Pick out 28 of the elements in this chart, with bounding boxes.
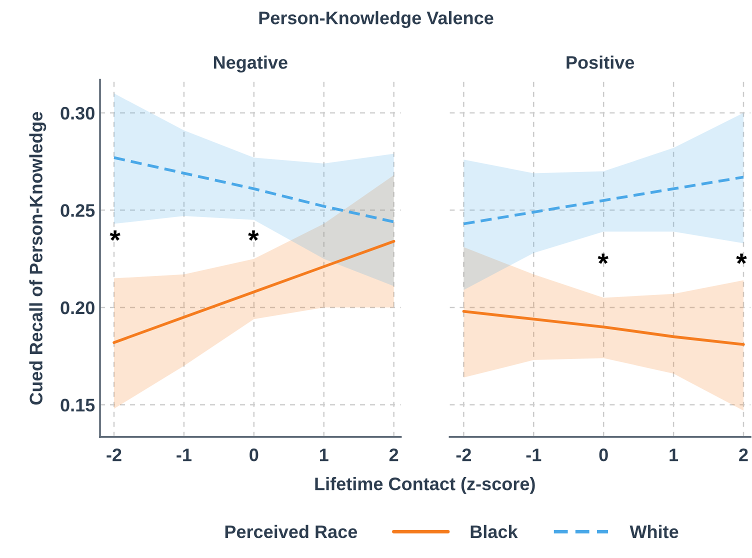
x-tick-label: 1 <box>670 448 678 462</box>
y-axis-title: Cued Recall of Person-Knowledge <box>29 112 46 405</box>
x-axis-title: Lifetime Contact (z-score) <box>315 477 535 494</box>
legend-title: Perceived Race <box>225 524 358 538</box>
annotation: * <box>110 230 120 241</box>
x-tick-label: -2 <box>456 448 471 462</box>
chart-subtitle: Negative <box>214 56 288 73</box>
x-tick-label: -1 <box>176 448 192 462</box>
line-series <box>112 156 396 224</box>
x-tick-label: 0 <box>250 448 258 462</box>
legend-label: Black <box>470 524 518 538</box>
y-tick-label: 0.30 <box>60 106 94 120</box>
y-tick-label: 0.20 <box>60 301 94 314</box>
y-tick-label: 0.15 <box>60 398 95 412</box>
legend-label: White <box>630 524 678 538</box>
annotation: * <box>598 254 608 264</box>
x-tick-label: 2 <box>739 448 748 462</box>
y-tick-label: 0.25 <box>60 204 95 217</box>
x-tick-label: 0 <box>599 448 608 462</box>
line-series <box>112 240 396 344</box>
annotation: * <box>248 230 259 241</box>
x-tick-label: 2 <box>389 448 398 462</box>
x-tick-label: -1 <box>526 448 542 462</box>
chart-subtitle: Positive <box>566 56 634 69</box>
x-tick-label: 1 <box>320 448 328 462</box>
x-tick-label: -2 <box>106 448 122 462</box>
chart-title: Person-Knowledge Valence <box>259 11 494 28</box>
annotation: * <box>736 254 747 264</box>
